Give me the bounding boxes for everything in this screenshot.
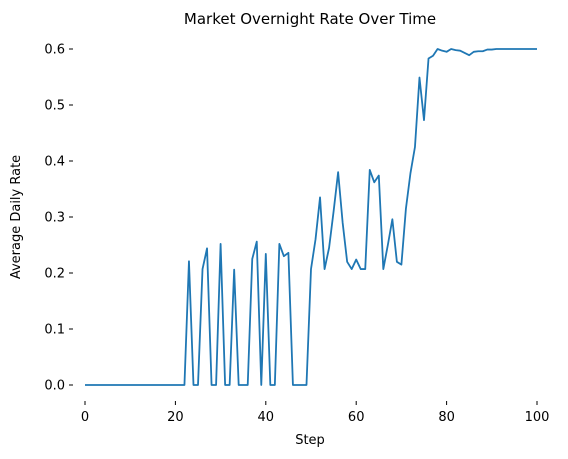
x-axis-ticks: 0 20 40 60 80 100 — [81, 401, 550, 425]
x-tick-label: 80 — [438, 410, 455, 425]
x-tick-label: 40 — [258, 410, 275, 425]
y-axis-label: Average Daily Rate — [9, 155, 24, 279]
y-tick-label: 0.5 — [44, 99, 65, 114]
series-line — [85, 48, 537, 386]
series-layer — [85, 48, 537, 386]
x-tick-label: 0 — [81, 410, 89, 425]
y-tick-label: 0.0 — [44, 379, 65, 394]
x-tick-label: 20 — [167, 410, 184, 425]
x-axis-label: Step — [295, 433, 325, 448]
x-tick-label: 100 — [525, 410, 550, 425]
y-tick-label: 0.2 — [44, 267, 65, 282]
y-axis-ticks: 0.0 0.1 0.2 0.3 0.4 0.5 0.6 — [44, 43, 73, 394]
chart-title: Market Overnight Rate Over Time — [184, 10, 436, 28]
y-tick-label: 0.6 — [44, 43, 65, 58]
y-tick-label: 0.3 — [44, 211, 65, 226]
y-tick-label: 0.4 — [44, 155, 65, 170]
x-tick-label: 60 — [348, 410, 365, 425]
y-tick-label: 0.1 — [44, 323, 65, 338]
